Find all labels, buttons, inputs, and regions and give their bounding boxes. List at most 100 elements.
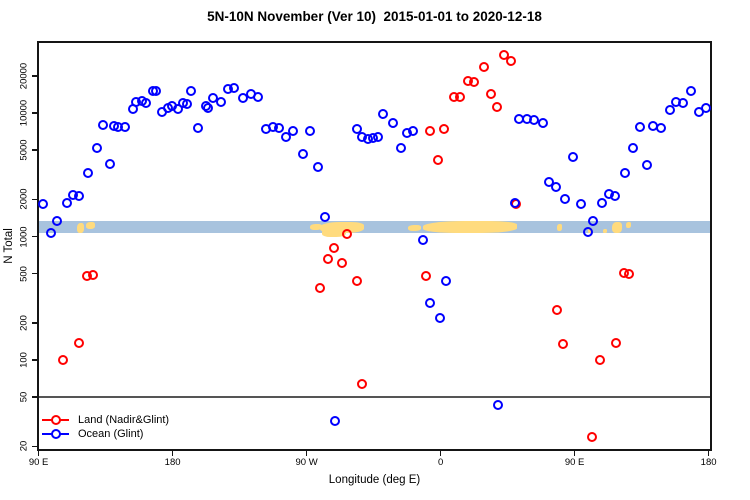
data-point-ocean xyxy=(543,176,554,187)
land-circle-icon xyxy=(50,415,61,425)
data-point-ocean xyxy=(253,91,264,102)
data-point-land xyxy=(557,338,568,349)
data-point-land xyxy=(506,55,517,66)
data-point-ocean xyxy=(567,152,578,163)
data-point-land xyxy=(328,242,339,253)
x-tick xyxy=(573,451,576,456)
y-tick xyxy=(32,322,37,324)
highlight-band xyxy=(39,220,710,234)
land-overlay-patch xyxy=(626,222,631,228)
data-point-ocean xyxy=(550,181,561,192)
data-point-ocean xyxy=(609,190,620,201)
y-tick-label: 200 xyxy=(18,314,30,331)
data-point-ocean xyxy=(238,93,249,104)
y-tick-label: 1000 xyxy=(18,225,30,248)
data-point-ocean xyxy=(151,85,162,96)
land-overlay-patch xyxy=(408,225,421,231)
land-overlay-patch xyxy=(77,223,84,233)
y-tick xyxy=(32,272,37,275)
data-point-ocean xyxy=(492,400,503,411)
data-point-ocean xyxy=(559,194,570,205)
data-point-ocean xyxy=(73,190,84,201)
x-tick-label: 90 E xyxy=(28,457,49,468)
ocean-series-marker-icon xyxy=(42,429,69,439)
data-point-ocean xyxy=(634,122,645,133)
y-tick xyxy=(32,149,37,151)
data-point-ocean xyxy=(700,102,711,113)
x-tick-label: 90 W xyxy=(295,457,318,468)
land-overlay-patch xyxy=(320,222,364,233)
legend: Land (Nadir&Glint) Ocean (Glint) xyxy=(42,413,169,441)
data-point-ocean xyxy=(105,159,116,170)
data-point-land xyxy=(468,76,479,87)
y-tick xyxy=(32,235,37,238)
data-point-land xyxy=(323,253,334,264)
y-tick xyxy=(32,112,37,114)
data-point-ocean xyxy=(373,132,384,143)
data-point-land xyxy=(73,338,84,349)
data-point-land xyxy=(439,124,450,135)
legend-label-land: Land (Nadir&Glint) xyxy=(78,414,170,426)
data-point-ocean xyxy=(377,108,388,119)
y-axis-label: N Total xyxy=(3,228,15,264)
data-point-ocean xyxy=(620,167,631,178)
x-tick-label: 90 E xyxy=(564,457,585,468)
land-overlay-patch xyxy=(612,222,622,233)
y-tick-label: 5000 xyxy=(18,139,30,161)
data-point-ocean xyxy=(440,275,451,286)
x-tick xyxy=(439,451,442,456)
land-series-marker-icon xyxy=(42,415,69,425)
data-point-ocean xyxy=(182,99,193,110)
data-point-ocean xyxy=(641,160,652,171)
data-point-land xyxy=(478,61,489,72)
data-point-ocean xyxy=(52,215,63,226)
data-point-ocean xyxy=(193,122,204,133)
data-point-ocean xyxy=(83,167,94,178)
y-tick xyxy=(32,359,37,361)
data-point-ocean xyxy=(627,142,638,153)
data-point-land xyxy=(421,270,431,281)
data-point-land xyxy=(425,126,436,137)
data-point-land xyxy=(432,154,443,165)
data-point-ocean xyxy=(281,132,292,143)
data-point-ocean xyxy=(98,119,109,130)
x-tick xyxy=(37,451,40,456)
data-point-ocean xyxy=(320,211,331,222)
data-point-ocean xyxy=(38,199,49,210)
x-tick-label: 180 xyxy=(700,457,717,468)
data-point-land xyxy=(454,91,465,102)
data-point-ocean xyxy=(228,83,239,94)
data-point-ocean xyxy=(418,234,429,245)
data-point-land xyxy=(552,305,563,315)
x-tick-label: 0 xyxy=(437,457,444,468)
chart-title: 5N-10N November (Ver 10) 2015-01-01 to 2… xyxy=(207,9,542,24)
data-point-ocean xyxy=(665,104,676,115)
data-point-ocean xyxy=(528,114,539,125)
data-point-ocean xyxy=(686,85,697,96)
data-point-ocean xyxy=(62,197,73,208)
legend-item-ocean: Ocean (Glint) xyxy=(42,427,169,441)
data-point-ocean xyxy=(435,312,445,323)
data-point-ocean xyxy=(677,98,688,109)
land-overlay-patch xyxy=(86,222,95,229)
plot-area xyxy=(37,41,712,451)
data-point-ocean xyxy=(576,199,586,210)
data-point-land xyxy=(352,275,363,286)
data-point-ocean xyxy=(273,122,284,133)
data-point-ocean xyxy=(538,117,549,128)
data-point-land xyxy=(87,269,98,280)
data-point-ocean xyxy=(655,122,666,133)
data-point-ocean xyxy=(203,102,214,113)
land-overlay-patch xyxy=(310,224,322,230)
y-tick-label: 20000 xyxy=(18,62,30,90)
data-point-ocean xyxy=(387,117,398,128)
land-overlay-patch xyxy=(423,221,517,233)
data-point-land xyxy=(58,355,69,365)
y-tick-label: 100 xyxy=(18,352,30,368)
legend-item-land: Land (Nadir&Glint) xyxy=(42,413,169,427)
data-point-land xyxy=(315,283,325,294)
x-tick xyxy=(707,451,710,456)
data-point-ocean xyxy=(140,98,151,109)
data-point-land xyxy=(337,258,348,268)
data-point-land xyxy=(356,378,367,389)
